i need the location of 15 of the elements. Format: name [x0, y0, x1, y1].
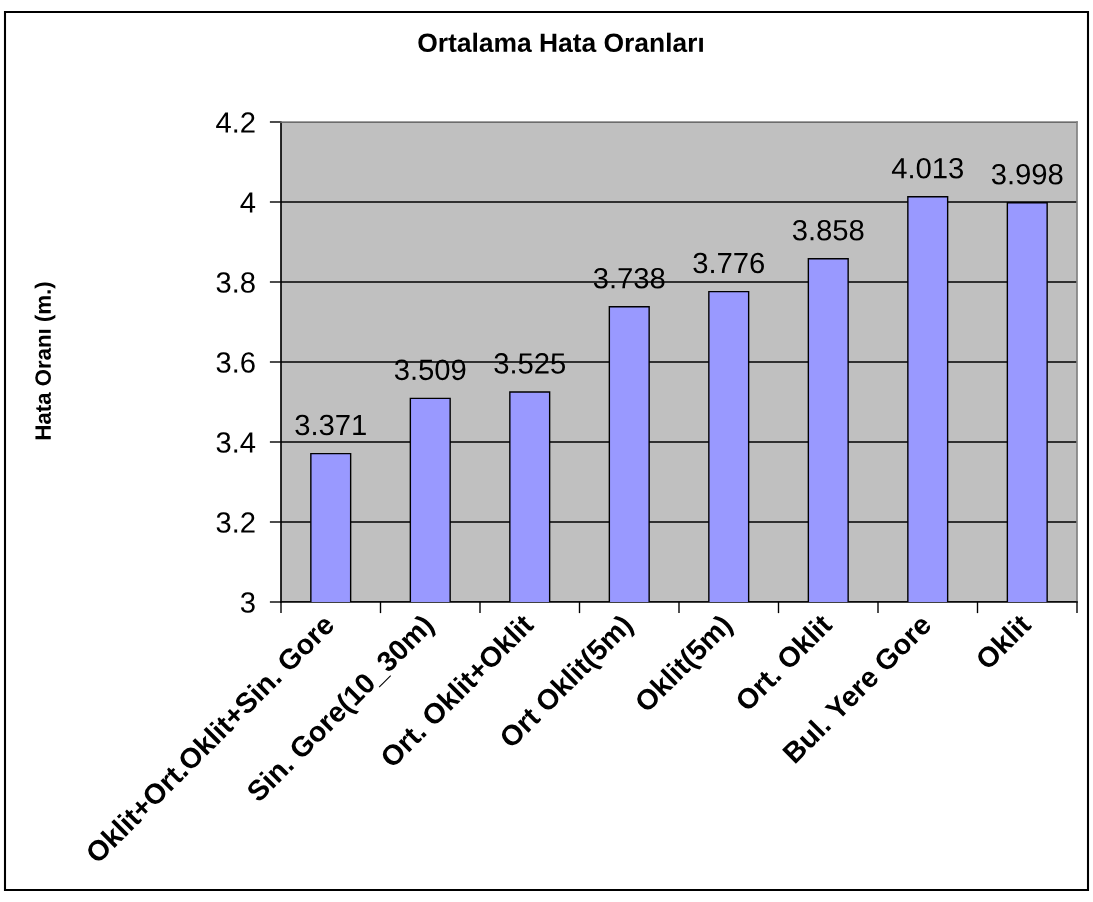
- data-label: 3.998: [991, 163, 1063, 185]
- data-label: 3.776: [693, 252, 764, 274]
- y-tick-label: 3: [240, 592, 255, 613]
- y-axis-title: Hata Oranı (m.): [34, 282, 56, 440]
- y-tick-label: 3.2: [216, 512, 255, 533]
- y-tick-label: 3.6: [216, 352, 255, 373]
- data-label: 3.371: [295, 414, 366, 436]
- chart-title: Ortalama Hata Oranları: [418, 32, 703, 53]
- data-label: 3.509: [394, 359, 466, 381]
- y-tick-label: 4: [240, 192, 256, 213]
- data-label: 4.013: [891, 157, 963, 179]
- y-tick-label: 4.2: [216, 112, 255, 133]
- y-tick-label: 3.8: [216, 272, 255, 293]
- y-tick-label: 3.4: [216, 432, 256, 453]
- data-label: 3.858: [792, 219, 864, 241]
